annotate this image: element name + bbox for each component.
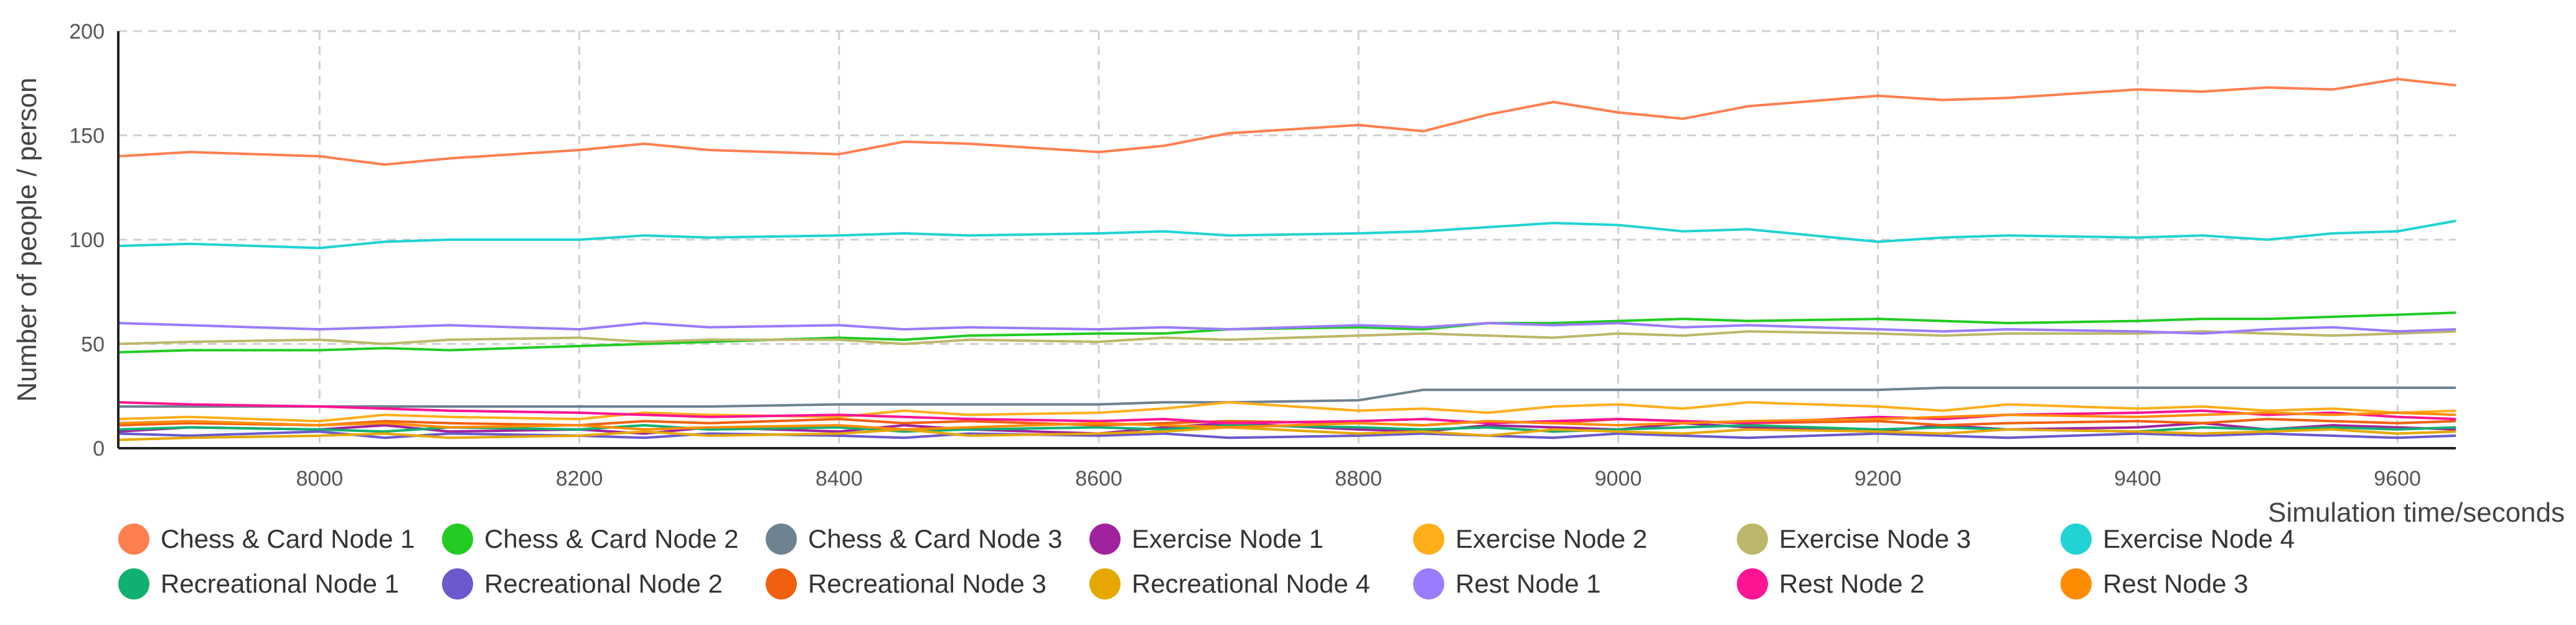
legend-marker-icon: [442, 524, 473, 555]
series-line-exercise-node-3: [118, 330, 2456, 345]
legend-label: Exercise Node 4: [2103, 524, 2295, 553]
series-line-chess-card-node-1: [118, 78, 2456, 166]
x-tick-label: 8600: [1075, 467, 1122, 491]
y-tick-label: 200: [69, 20, 105, 44]
legend-item[interactable]: Chess & Card Node 3: [766, 524, 1089, 555]
legend-marker-icon: [1089, 568, 1121, 599]
legend-item[interactable]: Chess & Card Node 1: [118, 524, 442, 555]
legend-label: Chess & Card Node 1: [161, 524, 415, 553]
legend-item[interactable]: Recreational Node 1: [118, 568, 442, 599]
legend-row: Chess & Card Node 1 Chess & Card Node 2 Ch…: [118, 517, 2484, 562]
x-tick-label: 8200: [556, 467, 603, 491]
x-tick-label: 9400: [2114, 467, 2161, 491]
legend-marker-icon: [442, 568, 473, 599]
axes: [117, 31, 2456, 449]
x-tick-label: 8800: [1335, 467, 1382, 491]
legend-item[interactable]: Exercise Node 3: [1737, 524, 2061, 555]
legend-item[interactable]: Exercise Node 4: [2061, 524, 2384, 555]
x-tick-label: 9000: [1595, 467, 1642, 491]
legend-label: Recreational Node 3: [808, 569, 1046, 598]
legend: Chess & Card Node 1 Chess & Card Node 2 Ch…: [118, 517, 2484, 606]
legend-marker-icon: [1413, 568, 1444, 599]
series-line-chess-card-node-3: [118, 386, 2456, 408]
legend-item[interactable]: Rest Node 2: [1737, 568, 2061, 599]
series-line-rest-node-2: [118, 401, 2456, 425]
legend-item[interactable]: Exercise Node 2: [1413, 524, 1737, 555]
legend-row: Recreational Node 1 Recreational Node 2 Re…: [118, 562, 2484, 606]
series-line-rest-node-1: [118, 322, 2456, 335]
legend-label: Recreational Node 1: [161, 569, 399, 598]
series-line-recreational-node-4: [118, 426, 2456, 441]
legend-label: Exercise Node 1: [1132, 524, 1324, 553]
legend-label: Recreational Node 2: [484, 569, 723, 598]
legend-item[interactable]: Recreational Node 3: [766, 568, 1089, 599]
y-tick-label: 100: [69, 228, 105, 252]
series-line-chess-card-node-2: [118, 311, 2456, 354]
legend-item[interactable]: Recreational Node 2: [442, 568, 766, 599]
x-tick-label: 8400: [816, 467, 863, 491]
x-tick-label: 8000: [296, 467, 344, 491]
legend-label: Rest Node 1: [1455, 569, 1601, 598]
legend-marker-icon: [1737, 524, 1768, 555]
tick-labels: 0 50 100 150 200 8000 8200 8400 8600 8800 9000 9200…: [69, 20, 2421, 491]
series-line-exercise-node-4: [118, 219, 2456, 250]
legend-item[interactable]: Recreational Node 4: [1089, 568, 1413, 599]
legend-marker-icon: [1089, 524, 1121, 555]
y-tick-label: 50: [81, 333, 105, 357]
x-tick-label: 9600: [2374, 467, 2421, 491]
x-axis-title: Simulation time/seconds: [2268, 497, 2565, 528]
legend-marker-icon: [1737, 568, 1768, 599]
legend-marker-icon: [118, 568, 149, 599]
legend-marker-icon: [2061, 524, 2092, 555]
legend-item[interactable]: Chess & Card Node 2: [442, 524, 766, 555]
legend-label: Chess & Card Node 2: [484, 524, 739, 553]
y-axis-title: Number of people / person: [12, 78, 42, 402]
x-tick-label: 9200: [1854, 467, 1902, 491]
legend-label: Rest Node 3: [2103, 569, 2249, 598]
legend-marker-icon: [766, 568, 797, 599]
legend-marker-icon: [766, 524, 797, 555]
legend-item[interactable]: Rest Node 1: [1413, 568, 1737, 599]
y-tick-label: 0: [93, 437, 105, 461]
y-tick-label: 150: [69, 125, 105, 148]
legend-marker-icon: [118, 524, 149, 555]
legend-label: Exercise Node 3: [1779, 524, 1972, 553]
legend-label: Exercise Node 2: [1455, 524, 1648, 553]
legend-label: Recreational Node 4: [1132, 569, 1370, 598]
legend-marker-icon: [2061, 568, 2092, 599]
legend-label: Chess & Card Node 3: [808, 524, 1063, 553]
legend-item[interactable]: Exercise Node 1: [1089, 524, 1413, 555]
legend-marker-icon: [1413, 524, 1444, 555]
legend-label: Rest Node 2: [1779, 569, 1925, 598]
series-line-exercise-node-2: [118, 401, 2456, 423]
series-lines: [118, 78, 2456, 441]
legend-item[interactable]: Rest Node 3: [2061, 568, 2384, 599]
series-line-rest-node-3: [118, 411, 2456, 431]
